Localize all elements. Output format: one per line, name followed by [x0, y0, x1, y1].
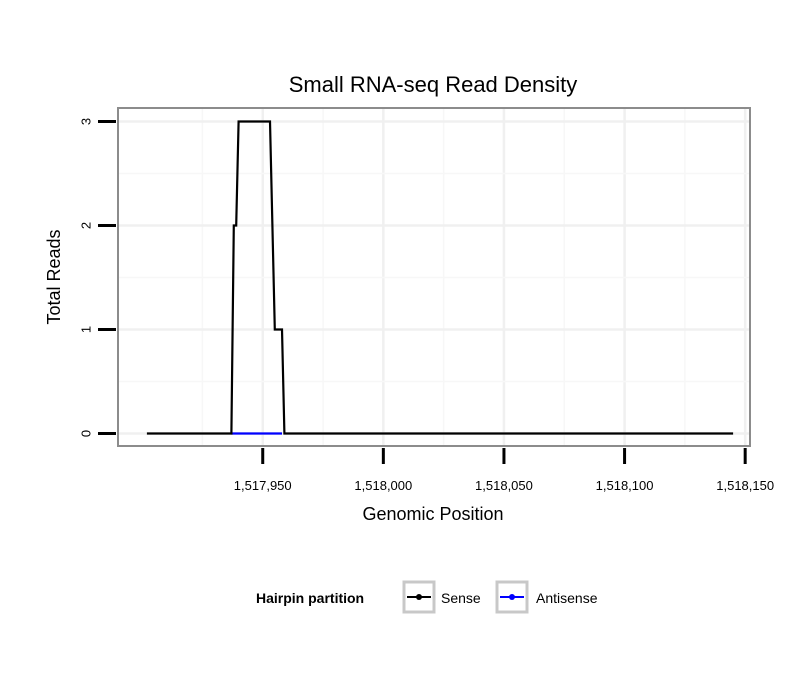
chart-title: Small RNA-seq Read Density	[289, 72, 578, 97]
x-tick-label-3: 1,518,100	[596, 478, 654, 493]
grid	[118, 108, 750, 446]
legend-title: Hairpin partition	[256, 590, 364, 606]
series-line-sense	[146, 120, 734, 435]
x-tick-label-2: 1,518,050	[475, 478, 533, 493]
legend-marker-antisense	[509, 594, 515, 600]
x-tick-label-1: 1,518,000	[354, 478, 412, 493]
y-tick-label-2: 2	[79, 222, 94, 229]
legend: Hairpin partition Sense Antisense	[256, 580, 598, 614]
y-tick-label-0: 0	[79, 430, 94, 437]
legend-marker-sense	[416, 594, 422, 600]
legend-label-sense: Sense	[441, 590, 481, 606]
axes: 1,517,950 1,518,000 1,518,050 1,518,100 1,51…	[79, 118, 775, 493]
x-tick-label-4: 1,518,150	[716, 478, 774, 493]
x-axis-title: Genomic Position	[362, 504, 503, 524]
legend-label-antisense: Antisense	[536, 590, 598, 606]
y-tick-label-3: 3	[79, 118, 94, 125]
y-tick-label-1: 1	[79, 326, 94, 333]
plot-panel-border	[117, 107, 751, 447]
y-axis-title: Total Reads	[44, 229, 64, 324]
x-tick-label-0: 1,517,950	[234, 478, 292, 493]
series-layer	[146, 120, 734, 435]
